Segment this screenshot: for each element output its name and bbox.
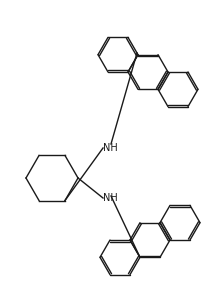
Text: NH: NH [103, 193, 118, 203]
Text: NH: NH [103, 143, 118, 153]
